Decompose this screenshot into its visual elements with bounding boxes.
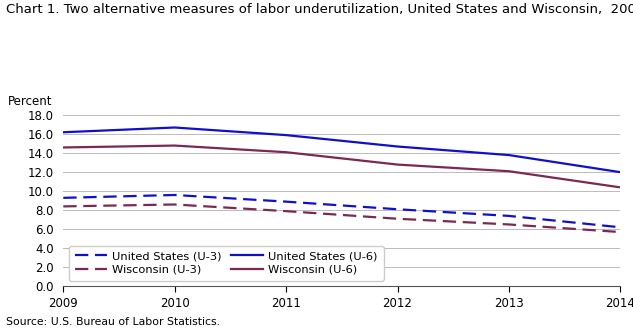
Legend: United States (U-3), Wisconsin (U-3), United States (U-6), Wisconsin (U-6): United States (U-3), Wisconsin (U-3), Un… xyxy=(69,246,384,281)
Wisconsin (U-3) xyxy=(505,222,513,226)
Wisconsin (U-6) xyxy=(171,143,179,147)
United States (U-6) xyxy=(171,126,179,130)
Wisconsin (U-3) xyxy=(282,209,290,213)
Wisconsin (U-6) xyxy=(394,163,401,166)
United States (U-3) xyxy=(171,193,179,197)
Wisconsin (U-3) xyxy=(171,203,179,207)
Line: United States (U-3): United States (U-3) xyxy=(63,195,620,227)
United States (U-6) xyxy=(60,130,67,134)
United States (U-3) xyxy=(60,196,67,200)
Wisconsin (U-3) xyxy=(617,230,624,234)
Wisconsin (U-3) xyxy=(60,204,67,208)
Wisconsin (U-6) xyxy=(282,150,290,154)
Line: Wisconsin (U-3): Wisconsin (U-3) xyxy=(63,205,620,232)
Wisconsin (U-3) xyxy=(394,217,401,221)
United States (U-6) xyxy=(505,153,513,157)
United States (U-3) xyxy=(394,207,401,211)
Wisconsin (U-6) xyxy=(60,145,67,149)
Text: Source: U.S. Bureau of Labor Statistics.: Source: U.S. Bureau of Labor Statistics. xyxy=(6,317,220,327)
Text: Percent: Percent xyxy=(8,95,52,108)
United States (U-6) xyxy=(394,144,401,148)
Wisconsin (U-6) xyxy=(505,169,513,173)
Line: Wisconsin (U-6): Wisconsin (U-6) xyxy=(63,145,620,188)
United States (U-3) xyxy=(505,214,513,218)
Wisconsin (U-6) xyxy=(617,186,624,190)
United States (U-3) xyxy=(282,200,290,204)
Line: United States (U-6): United States (U-6) xyxy=(63,128,620,172)
United States (U-6) xyxy=(282,133,290,137)
United States (U-3) xyxy=(617,225,624,229)
United States (U-6) xyxy=(617,170,624,174)
Text: Chart 1. Two alternative measures of labor underutilization, United States and W: Chart 1. Two alternative measures of lab… xyxy=(6,3,633,16)
